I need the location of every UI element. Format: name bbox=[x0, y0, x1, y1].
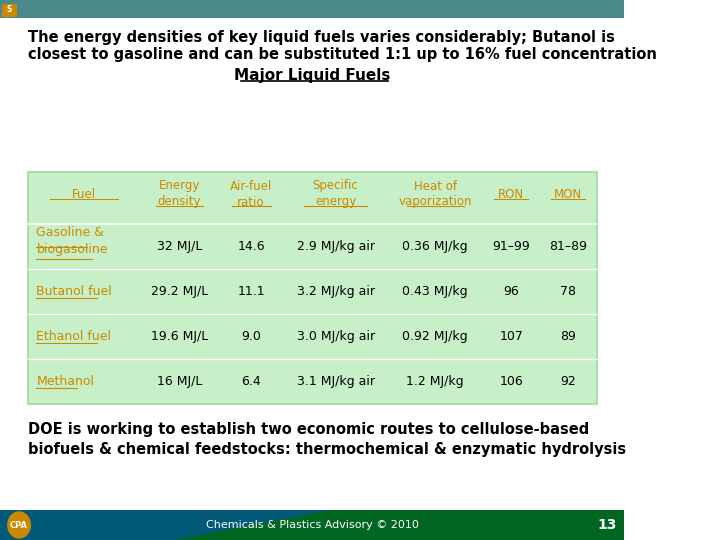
Text: biofuels & chemical feedstocks: thermochemical & enzymatic hydrolysis: biofuels & chemical feedstocks: thermoch… bbox=[28, 442, 626, 457]
FancyBboxPatch shape bbox=[0, 0, 624, 540]
Circle shape bbox=[8, 512, 30, 538]
Text: 78: 78 bbox=[560, 285, 576, 298]
FancyBboxPatch shape bbox=[1, 4, 17, 17]
Text: Gasoline &
biogasoline: Gasoline & biogasoline bbox=[37, 226, 108, 255]
Text: 0.92 MJ/kg: 0.92 MJ/kg bbox=[402, 330, 468, 343]
Text: S: S bbox=[7, 5, 12, 15]
Text: 89: 89 bbox=[560, 330, 576, 343]
Text: Butanol fuel: Butanol fuel bbox=[37, 285, 112, 298]
Text: Chemicals & Plastics Advisory © 2010: Chemicals & Plastics Advisory © 2010 bbox=[206, 520, 418, 530]
Text: MON: MON bbox=[554, 187, 582, 200]
Text: Heat of
vaporization: Heat of vaporization bbox=[399, 179, 472, 208]
Text: The energy densities of key liquid fuels varies considerably; Butanol is: The energy densities of key liquid fuels… bbox=[28, 30, 615, 45]
Text: 16 MJ/L: 16 MJ/L bbox=[157, 375, 202, 388]
Text: Specific
energy: Specific energy bbox=[312, 179, 359, 208]
Text: 6.4: 6.4 bbox=[241, 375, 261, 388]
Text: 2.9 MJ/kg air: 2.9 MJ/kg air bbox=[297, 240, 374, 253]
Text: Energy
density: Energy density bbox=[158, 179, 202, 208]
Text: 9.0: 9.0 bbox=[241, 330, 261, 343]
Text: Air-fuel
ratio: Air-fuel ratio bbox=[230, 179, 272, 208]
Text: 91–99: 91–99 bbox=[492, 240, 530, 253]
Text: 107: 107 bbox=[499, 330, 523, 343]
FancyBboxPatch shape bbox=[28, 172, 597, 404]
Text: 3.0 MJ/kg air: 3.0 MJ/kg air bbox=[297, 330, 374, 343]
Text: Methanol: Methanol bbox=[37, 375, 94, 388]
Text: 29.2 MJ/L: 29.2 MJ/L bbox=[151, 285, 208, 298]
Text: 0.36 MJ/kg: 0.36 MJ/kg bbox=[402, 240, 468, 253]
FancyBboxPatch shape bbox=[0, 0, 624, 18]
Text: 3.1 MJ/kg air: 3.1 MJ/kg air bbox=[297, 375, 374, 388]
Text: DOE is working to establish two economic routes to cellulose-based: DOE is working to establish two economic… bbox=[28, 422, 589, 437]
Text: 1.2 MJ/kg: 1.2 MJ/kg bbox=[407, 375, 464, 388]
Text: 3.2 MJ/kg air: 3.2 MJ/kg air bbox=[297, 285, 374, 298]
Text: 13: 13 bbox=[598, 518, 616, 532]
Text: CPA: CPA bbox=[10, 521, 28, 530]
Text: 32 MJ/L: 32 MJ/L bbox=[157, 240, 202, 253]
Text: 96: 96 bbox=[503, 285, 519, 298]
Text: 19.6 MJ/L: 19.6 MJ/L bbox=[151, 330, 208, 343]
Text: Major Liquid Fuels: Major Liquid Fuels bbox=[234, 68, 390, 83]
Text: 92: 92 bbox=[560, 375, 576, 388]
Text: 11.1: 11.1 bbox=[237, 285, 265, 298]
Text: 14.6: 14.6 bbox=[237, 240, 265, 253]
Text: 0.43 MJ/kg: 0.43 MJ/kg bbox=[402, 285, 468, 298]
Text: RON: RON bbox=[498, 187, 524, 200]
Text: closest to gasoline and can be substituted 1:1 up to 16% fuel concentration: closest to gasoline and can be substitut… bbox=[28, 47, 657, 62]
Text: Ethanol fuel: Ethanol fuel bbox=[37, 330, 112, 343]
Text: 106: 106 bbox=[499, 375, 523, 388]
Polygon shape bbox=[174, 510, 624, 540]
FancyBboxPatch shape bbox=[0, 510, 624, 540]
Text: 81–89: 81–89 bbox=[549, 240, 587, 253]
Text: Fuel: Fuel bbox=[72, 187, 96, 200]
